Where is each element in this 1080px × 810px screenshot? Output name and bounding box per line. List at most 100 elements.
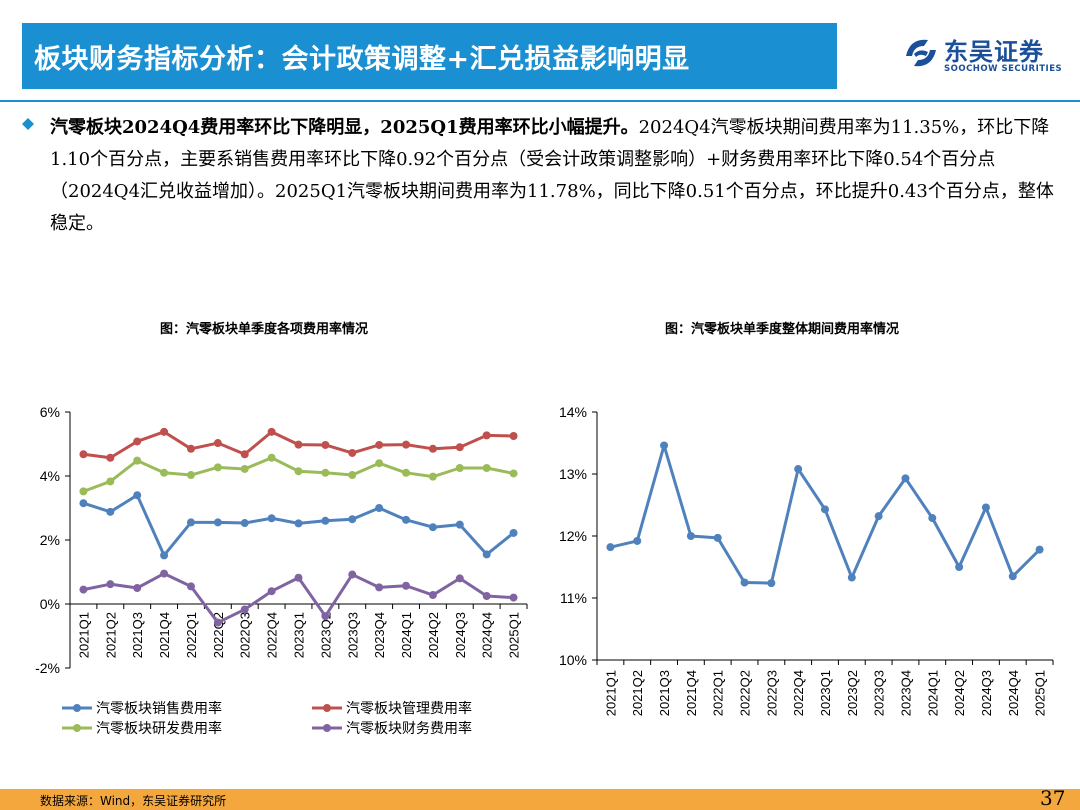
x-tick-label: 2021Q3 xyxy=(130,612,145,658)
data-point-1-2-4 xyxy=(186,471,195,480)
data-point-1-1-11 xyxy=(375,440,384,449)
data-point-1-1-13 xyxy=(428,444,437,453)
data-point-1-0-0 xyxy=(79,499,88,508)
data-point-2-0-13 xyxy=(955,563,964,571)
data-point-1-3-0 xyxy=(79,585,88,594)
data-point-2-0-9 xyxy=(847,573,856,582)
data-point-1-2-7 xyxy=(267,453,276,462)
data-point-1-1-8 xyxy=(294,440,303,449)
data-point-1-2-2 xyxy=(133,456,142,465)
x-tick-label: 2022Q3 xyxy=(238,612,253,658)
chart1-title: 图：汽零板块单季度各项费用率情况 xyxy=(160,322,369,337)
x-tick-label: 2024Q4 xyxy=(480,612,495,658)
y-tick-label: 12% xyxy=(559,528,587,544)
header-divider xyxy=(0,100,1080,102)
y-tick-label: 0% xyxy=(40,596,60,612)
data-point-1-0-1 xyxy=(106,507,115,516)
summary-text: 2024Q4汽零板块期间费用率为11.35%，环比下降1.10个百分点，主要系销… xyxy=(50,117,1054,234)
data-point-1-3-3 xyxy=(160,569,169,578)
data-point-2-0-6 xyxy=(767,579,776,588)
logo-text-cn: 东吴证券 xyxy=(944,37,1044,66)
page-title: 板块财务指标分析：会计政策调整+汇兑损益影响明显 xyxy=(34,44,690,75)
legend-swatch-marker xyxy=(323,704,331,712)
data-point-1-3-12 xyxy=(402,581,411,590)
diamond-bullet-icon xyxy=(22,118,34,130)
legend-swatch-marker xyxy=(73,724,81,732)
data-point-1-0-8 xyxy=(294,519,303,528)
data-point-2-0-10 xyxy=(874,512,883,521)
data-point-1-3-14 xyxy=(455,574,464,583)
data-point-1-0-16 xyxy=(509,528,518,537)
data-point-1-1-16 xyxy=(509,432,518,440)
data-point-1-3-5 xyxy=(213,618,222,627)
data-point-1-1-3 xyxy=(160,427,169,436)
legend-label: 汽零板块管理费用率 xyxy=(346,700,472,716)
x-tick-label: 2022Q1 xyxy=(184,612,199,658)
data-point-1-2-16 xyxy=(509,469,518,478)
x-tick-label: 2025Q1 xyxy=(507,612,522,658)
data-point-2-0-4 xyxy=(713,533,722,542)
data-point-1-3-1 xyxy=(106,580,115,589)
data-point-2-0-15 xyxy=(1008,572,1017,581)
data-point-1-2-9 xyxy=(321,468,330,477)
data-point-1-1-4 xyxy=(186,444,195,453)
data-point-1-0-4 xyxy=(186,518,195,527)
y-tick-label: -2% xyxy=(35,660,60,676)
x-tick-label: 2021Q2 xyxy=(630,670,645,716)
x-tick-label: 2021Q4 xyxy=(684,670,699,716)
data-point-1-1-9 xyxy=(321,440,330,449)
legend-swatch-marker xyxy=(323,724,331,732)
data-point-1-2-1 xyxy=(106,477,115,486)
data-point-2-0-7 xyxy=(794,465,803,474)
data-point-1-3-10 xyxy=(348,570,357,579)
x-tick-label: 2024Q4 xyxy=(1006,670,1021,716)
x-tick-label: 2021Q1 xyxy=(603,670,618,716)
x-tick-label: 2023Q1 xyxy=(292,612,307,658)
data-point-1-1-1 xyxy=(106,453,115,462)
data-point-2-0-12 xyxy=(928,514,937,523)
company-logo: 东吴证券 SOOCHOW SECURITIES xyxy=(900,32,1062,82)
data-point-1-3-13 xyxy=(428,591,437,600)
data-point-1-1-15 xyxy=(482,431,491,440)
x-tick-label: 2023Q2 xyxy=(318,612,333,658)
data-point-1-0-15 xyxy=(482,550,491,559)
data-point-1-3-8 xyxy=(294,573,303,582)
data-point-1-0-11 xyxy=(375,504,384,512)
series-line-2-0 xyxy=(610,443,1041,585)
legend-label: 汽零板块财务费用率 xyxy=(346,720,472,736)
data-point-1-1-7 xyxy=(267,427,276,436)
x-tick-label: 2024Q1 xyxy=(399,612,414,658)
x-tick-label: 2023Q2 xyxy=(845,670,860,716)
x-tick-label: 2023Q3 xyxy=(345,612,360,658)
data-point-1-0-3 xyxy=(160,551,169,560)
data-point-1-2-11 xyxy=(375,459,384,468)
expense-ratio-breakdown-chart: 6% 4% 2% 0% -2% 2021Q1 2021Q2 2021Q3 2021Q4 2022Q… xyxy=(35,404,528,736)
y-tick-label: 14% xyxy=(559,404,587,420)
x-tick-label: 2021Q4 xyxy=(157,612,172,658)
footer-bar: 数据来源：Wind，东吴证券研究所 xyxy=(0,789,1080,810)
legend-label: 汽零板块研发费用率 xyxy=(96,720,222,736)
x-tick-label: 2022Q3 xyxy=(764,670,779,716)
data-point-2-0-14 xyxy=(981,503,990,512)
data-point-1-0-5 xyxy=(213,518,222,527)
x-tick-label: 2021Q2 xyxy=(103,612,118,658)
x-tick-label: 2024Q3 xyxy=(979,670,994,716)
data-point-2-0-1 xyxy=(633,536,642,545)
x-tick-label: 2024Q2 xyxy=(952,670,967,716)
summary-paragraph: 汽零板块2024Q4费用率环比下降明显，2025Q1费用率环比小幅提升。2024… xyxy=(50,112,1062,240)
data-point-2-0-11 xyxy=(901,474,910,483)
data-point-1-2-10 xyxy=(348,471,357,480)
data-point-2-0-0 xyxy=(606,543,615,552)
data-point-1-1-14 xyxy=(455,443,464,452)
data-point-2-0-3 xyxy=(686,532,695,540)
y-tick-label: 11% xyxy=(560,590,587,606)
data-point-1-3-4 xyxy=(186,582,195,591)
data-point-1-2-3 xyxy=(160,468,169,477)
title-bar: 板块财务指标分析：会计政策调整+汇兑损益影响明显 xyxy=(22,23,837,89)
x-tick-label: 2025Q1 xyxy=(1033,670,1048,716)
data-point-1-0-7 xyxy=(267,514,276,523)
x-tick-label: 2022Q4 xyxy=(791,670,806,716)
data-point-1-3-6 xyxy=(240,605,249,614)
data-point-1-3-15 xyxy=(482,592,491,600)
soochow-logo-icon xyxy=(906,39,936,67)
